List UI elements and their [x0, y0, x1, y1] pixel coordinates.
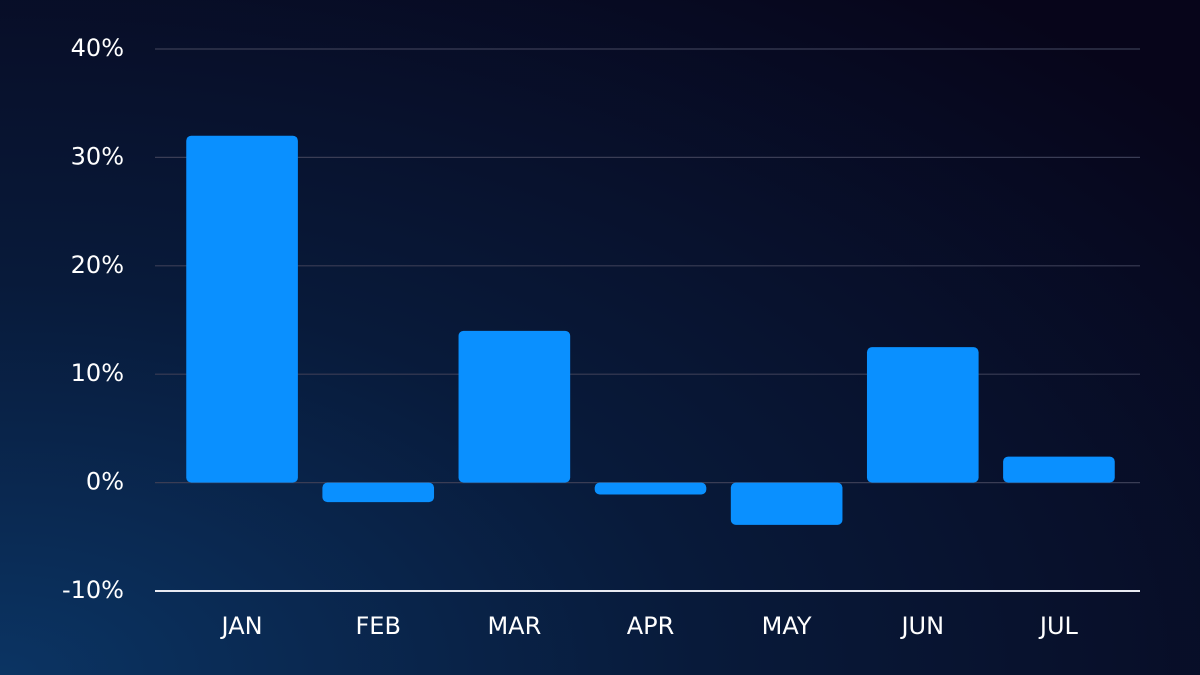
y-tick-label: -10% — [62, 576, 124, 604]
x-tick-label: MAR — [487, 612, 541, 640]
bar — [458, 330, 571, 483]
y-tick-label: 30% — [71, 142, 124, 170]
bar — [594, 482, 707, 495]
x-tick-label: FEB — [355, 612, 400, 640]
x-tick-label: APR — [627, 612, 675, 640]
x-tick-label: JUN — [899, 612, 944, 640]
x-tick-label: MAY — [762, 612, 812, 640]
bar — [866, 347, 979, 483]
bar — [730, 482, 843, 525]
bar — [1003, 456, 1115, 483]
y-tick-label: 40% — [71, 34, 124, 62]
x-tick-label: JAN — [220, 612, 263, 640]
y-tick-label: 0% — [86, 468, 124, 496]
x-tick-label: JUL — [1038, 612, 1079, 640]
bar — [322, 482, 435, 503]
y-tick-label: 10% — [71, 359, 124, 387]
bar — [186, 135, 298, 483]
y-tick-label: 20% — [71, 251, 124, 279]
